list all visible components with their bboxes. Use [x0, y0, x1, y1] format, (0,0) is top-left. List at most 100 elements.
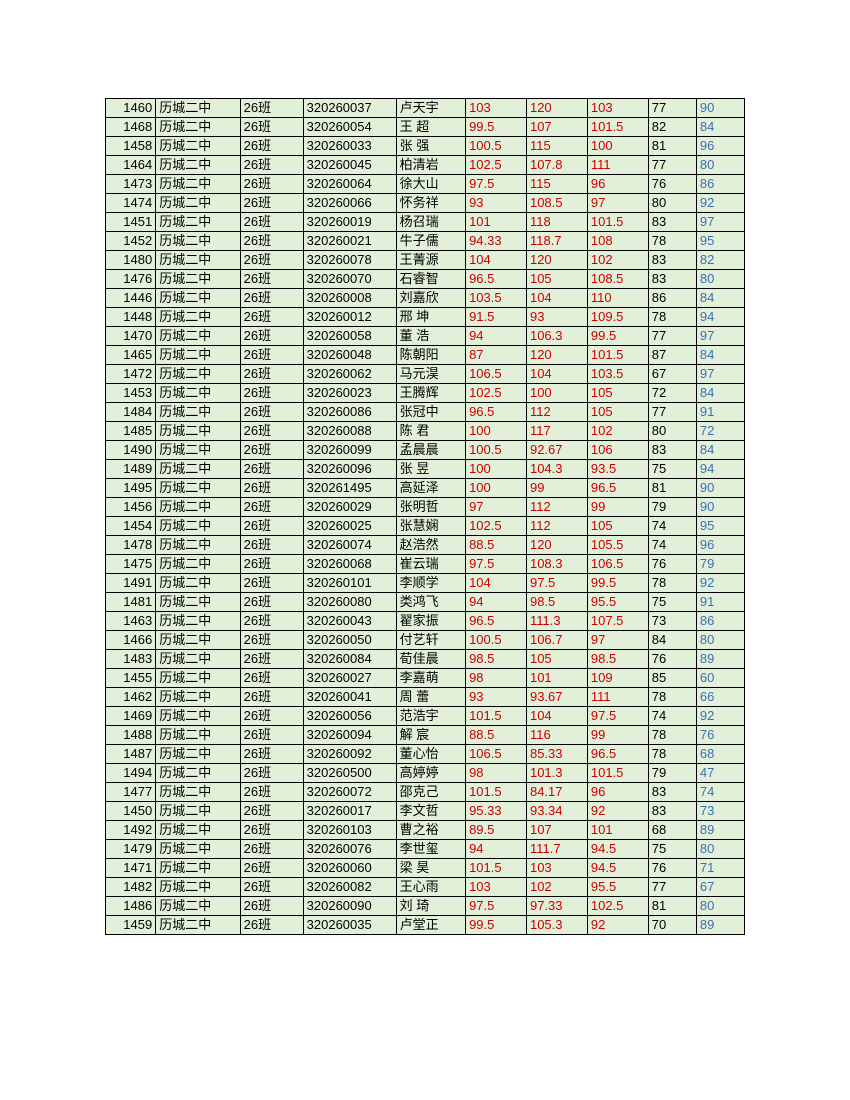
cell: 88.5 — [466, 726, 527, 745]
cell: 历城二中 — [156, 745, 240, 764]
table-row: 1469历城二中26班320260056范浩宇101.510497.57492 — [106, 707, 745, 726]
cell: 马元淏 — [396, 365, 465, 384]
cell: 78 — [648, 688, 696, 707]
cell: 1491 — [106, 574, 156, 593]
cell: 100.5 — [466, 441, 527, 460]
cell: 历城二中 — [156, 479, 240, 498]
cell: 320260080 — [303, 593, 396, 612]
cell: 75 — [648, 460, 696, 479]
cell: 26班 — [240, 650, 303, 669]
cell: 320260090 — [303, 897, 396, 916]
table-row: 1453历城二中26班320260023王腾辉102.51001057284 — [106, 384, 745, 403]
cell: 85 — [648, 669, 696, 688]
table-row: 1462历城二中26班320260041周 蕾9393.671117866 — [106, 688, 745, 707]
table-row: 1466历城二中26班320260050付艺轩100.5106.7978480 — [106, 631, 745, 650]
cell: 93 — [466, 688, 527, 707]
cell: 320260096 — [303, 460, 396, 479]
cell: 99.5 — [587, 327, 648, 346]
cell: 106.3 — [526, 327, 587, 346]
cell: 历城二中 — [156, 669, 240, 688]
cell: 320260008 — [303, 289, 396, 308]
cell: 梁 昊 — [396, 859, 465, 878]
cell: 26班 — [240, 897, 303, 916]
cell: 77 — [648, 99, 696, 118]
cell: 历城二中 — [156, 365, 240, 384]
table-row: 1491历城二中26班320260101李顺学10497.599.57892 — [106, 574, 745, 593]
cell: 26班 — [240, 555, 303, 574]
table-row: 1481历城二中26班320260080类鸿飞9498.595.57591 — [106, 593, 745, 612]
cell: 94 — [696, 460, 744, 479]
cell: 26班 — [240, 118, 303, 137]
cell: 105 — [526, 650, 587, 669]
cell: 320260058 — [303, 327, 396, 346]
cell: 94 — [696, 308, 744, 327]
cell: 历城二中 — [156, 156, 240, 175]
cell: 97 — [696, 365, 744, 384]
cell: 26班 — [240, 669, 303, 688]
cell: 104 — [466, 574, 527, 593]
cell: 96.5 — [466, 612, 527, 631]
cell: 100 — [466, 422, 527, 441]
cell: 100 — [587, 137, 648, 156]
table-row: 1460历城二中26班320260037卢天宇1031201037790 — [106, 99, 745, 118]
cell: 77 — [648, 327, 696, 346]
cell: 83 — [648, 441, 696, 460]
cell: 320260012 — [303, 308, 396, 327]
cell: 97.5 — [587, 707, 648, 726]
cell: 96 — [587, 783, 648, 802]
cell: 26班 — [240, 327, 303, 346]
cell: 102 — [587, 422, 648, 441]
cell: 70 — [648, 916, 696, 935]
cell: 高婷婷 — [396, 764, 465, 783]
cell: 牛子儒 — [396, 232, 465, 251]
cell: 320260045 — [303, 156, 396, 175]
table-row: 1465历城二中26班320260048陈朝阳87120101.58784 — [106, 346, 745, 365]
cell: 320260072 — [303, 783, 396, 802]
cell: 320260021 — [303, 232, 396, 251]
cell: 1486 — [106, 897, 156, 916]
cell: 26班 — [240, 726, 303, 745]
table-row: 1459历城二中26班320260035卢堂正99.5105.3927089 — [106, 916, 745, 935]
table-row: 1471历城二中26班320260060梁 昊101.510394.57671 — [106, 859, 745, 878]
cell: 84 — [696, 289, 744, 308]
cell: 102.5 — [466, 384, 527, 403]
cell: 84.17 — [526, 783, 587, 802]
cell: 320260088 — [303, 422, 396, 441]
cell: 历城二中 — [156, 99, 240, 118]
cell: 112 — [526, 403, 587, 422]
cell: 1485 — [106, 422, 156, 441]
table-row: 1464历城二中26班320260045柏清岩102.5107.81117780 — [106, 156, 745, 175]
cell: 101.5 — [466, 707, 527, 726]
cell: 26班 — [240, 631, 303, 650]
cell: 320260060 — [303, 859, 396, 878]
cell: 320260101 — [303, 574, 396, 593]
table-row: 1454历城二中26班320260025张慧娴102.51121057495 — [106, 517, 745, 536]
cell: 刘嘉欣 — [396, 289, 465, 308]
cell: 1482 — [106, 878, 156, 897]
cell: 86 — [696, 612, 744, 631]
cell: 96 — [696, 536, 744, 555]
cell: 26班 — [240, 479, 303, 498]
cell: 荀佳晨 — [396, 650, 465, 669]
cell: 1464 — [106, 156, 156, 175]
cell: 李嘉萌 — [396, 669, 465, 688]
table-row: 1455历城二中26班320260027李嘉萌981011098560 — [106, 669, 745, 688]
cell: 历城二中 — [156, 726, 240, 745]
cell: 历城二中 — [156, 232, 240, 251]
cell: 26班 — [240, 99, 303, 118]
cell: 120 — [526, 346, 587, 365]
cell: 105 — [587, 517, 648, 536]
cell: 历城二中 — [156, 612, 240, 631]
cell: 1455 — [106, 669, 156, 688]
cell: 1471 — [106, 859, 156, 878]
cell: 1479 — [106, 840, 156, 859]
cell: 102.5 — [466, 156, 527, 175]
cell: 93.5 — [587, 460, 648, 479]
cell: 王腾辉 — [396, 384, 465, 403]
cell: 26班 — [240, 612, 303, 631]
cell: 26班 — [240, 593, 303, 612]
cell: 张明哲 — [396, 498, 465, 517]
cell: 1476 — [106, 270, 156, 289]
cell: 99 — [587, 726, 648, 745]
cell: 320260062 — [303, 365, 396, 384]
